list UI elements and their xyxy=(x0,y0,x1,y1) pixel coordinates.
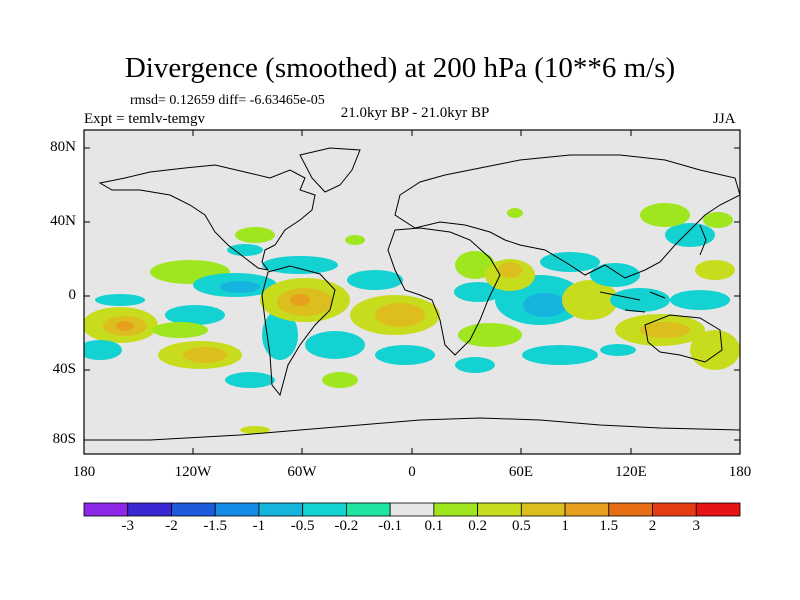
field-patch xyxy=(152,322,208,338)
lon-label-60e: 60E xyxy=(508,464,534,480)
colorbar-swatch xyxy=(564,502,610,517)
colorbar xyxy=(83,502,741,517)
field-patch xyxy=(165,305,225,325)
lon-label-60w: 60W xyxy=(287,464,317,480)
field-patch xyxy=(220,281,260,293)
lat-label-40s: 40S xyxy=(52,361,76,377)
colorbar-swatch xyxy=(214,502,260,517)
colorbar-swatch xyxy=(83,502,129,517)
lon-label-0: 0 xyxy=(408,464,416,480)
colorbar-label: -3 xyxy=(121,518,134,534)
lon-label-180e: 180 xyxy=(728,464,752,480)
rmsd-diff-stats: rmsd= 0.12659 diff= -6.63465e-05 xyxy=(130,93,325,108)
field-patch xyxy=(84,340,122,360)
lat-label-80n: 80N xyxy=(50,139,76,155)
season-label: JJA xyxy=(713,111,736,127)
field-patch xyxy=(690,330,740,370)
colorbar-label: -1.5 xyxy=(203,518,228,534)
divergence-field xyxy=(84,203,740,434)
field-patch xyxy=(523,293,567,317)
colorbar-label: 2 xyxy=(648,518,657,534)
field-patch xyxy=(507,208,523,218)
field-patch xyxy=(695,260,735,280)
colorbar-swatch xyxy=(520,502,566,517)
field-patch xyxy=(522,345,598,365)
field-patch xyxy=(498,262,522,278)
field-patch xyxy=(454,282,502,302)
colorbar-label: -0.5 xyxy=(290,518,315,534)
plot-title: Divergence (smoothed) at 200 hPa (10**6 … xyxy=(124,52,676,84)
colorbar-swatch xyxy=(127,502,172,517)
greenland-outline xyxy=(299,147,361,193)
north-america-outline xyxy=(98,164,316,271)
colorbar-swatch xyxy=(171,502,216,517)
africa-outline xyxy=(387,227,501,356)
colorbar-label: -0.2 xyxy=(334,518,359,534)
eurasia-outline xyxy=(394,154,740,279)
field-patch xyxy=(345,235,365,245)
experiment-label: Expt = temlv-temgv xyxy=(84,111,205,127)
antarctica-outline xyxy=(84,417,740,441)
field-patch xyxy=(375,303,425,327)
field-patch xyxy=(562,280,618,320)
colorbar-swatch xyxy=(345,502,391,517)
colorbar-swatch xyxy=(652,502,697,517)
field-patch xyxy=(590,263,640,287)
japan-outline xyxy=(699,224,707,256)
field-patch xyxy=(95,294,145,306)
colorbar-swatch xyxy=(258,502,304,517)
colorbar-label: -2 xyxy=(165,518,178,534)
field-patch xyxy=(227,244,263,256)
field-patch xyxy=(116,321,134,331)
colorbar-label: 0.5 xyxy=(511,518,531,534)
south-america-outline xyxy=(261,265,336,397)
axis-ticks xyxy=(84,130,740,454)
field-patch xyxy=(235,227,275,243)
field-patch xyxy=(347,270,403,290)
colorbar-label: -0.1 xyxy=(378,518,402,534)
field-patch xyxy=(225,372,275,388)
coastlines xyxy=(84,147,740,441)
lon-label-120w: 120W xyxy=(174,464,212,480)
colorbar-label: 0.1 xyxy=(424,518,444,534)
field-patch xyxy=(240,426,270,434)
indonesia-outline xyxy=(599,291,666,313)
period-label: 21.0kyr BP - 21.0kyr BP xyxy=(340,105,490,121)
colorbar-swatch xyxy=(608,502,653,517)
field-patch xyxy=(322,372,358,388)
field-patch xyxy=(703,212,733,228)
field-patch xyxy=(305,331,365,359)
field-patch xyxy=(375,345,435,365)
field-patch xyxy=(540,252,600,272)
field-patch xyxy=(183,347,227,363)
field-patch xyxy=(458,323,522,347)
lon-label-120e: 120E xyxy=(615,464,647,480)
field-patch xyxy=(455,357,495,373)
colorbar-swatch xyxy=(695,502,741,517)
field-patch xyxy=(600,344,636,356)
field-patch xyxy=(455,251,495,279)
field-patch xyxy=(640,203,690,227)
australia-outline xyxy=(644,314,723,363)
lat-label-0: 0 xyxy=(68,287,77,303)
field-patch xyxy=(665,223,715,247)
colorbar-label: -1 xyxy=(252,518,266,534)
field-patch xyxy=(640,322,690,338)
colorbar-label: 1 xyxy=(561,518,569,534)
colorbar-swatch xyxy=(302,502,347,517)
field-patch xyxy=(262,310,298,360)
lat-label-80s: 80S xyxy=(52,431,76,447)
colorbar-swatch xyxy=(477,502,522,517)
field-patch xyxy=(670,290,730,310)
colorbar-label: 0.2 xyxy=(468,518,487,534)
colorbar-swatch xyxy=(389,502,435,517)
field-patch xyxy=(262,256,338,274)
colorbar-label: 1.5 xyxy=(599,518,619,534)
lat-label-40n: 40N xyxy=(50,213,76,229)
lon-label-180w: 180 xyxy=(72,464,96,480)
colorbar-label: 3 xyxy=(692,518,701,534)
colorbar-swatch xyxy=(433,502,479,517)
field-patch xyxy=(290,294,310,306)
